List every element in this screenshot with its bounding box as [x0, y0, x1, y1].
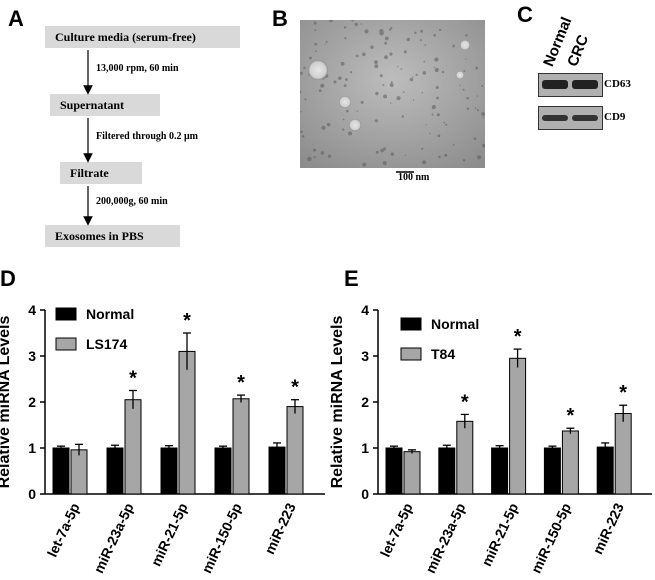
- significance-star: *: [567, 405, 575, 427]
- wb-strip-cd9: [538, 106, 603, 130]
- y-tick-label: 2: [361, 394, 369, 410]
- significance-star: *: [183, 310, 191, 332]
- y-axis-label: Relative miRNA Levels: [0, 315, 13, 488]
- bar-normal-2: [160, 447, 178, 495]
- category-label: miR-21-5p: [478, 501, 521, 569]
- bar-normal-0: [52, 447, 70, 495]
- bar-t84-0: [403, 451, 421, 495]
- wb-strip-cd63: [538, 73, 603, 97]
- legend-swatch-t84: [400, 347, 422, 361]
- em-scale-bar: [396, 171, 414, 173]
- bar-t84-3: [561, 430, 579, 495]
- flow-step-supernatant: Supernatant: [50, 94, 160, 116]
- bar-ls174-2: [178, 350, 196, 495]
- category-label: let-7a-5p: [377, 501, 416, 560]
- flow-label-centrifuge: 13,000 rpm, 60 min: [96, 63, 179, 74]
- y-tick-label: 4: [28, 302, 36, 318]
- significance-star: *: [291, 377, 299, 399]
- legend-label-t84: T84: [431, 346, 455, 362]
- significance-star: *: [461, 391, 469, 413]
- em-texture: [300, 20, 485, 168]
- category-label: miR-23a-5p: [90, 501, 136, 576]
- flow-arrows: [83, 50, 93, 226]
- y-tick-label: 4: [361, 302, 369, 318]
- bar-ls174-1: [124, 399, 142, 495]
- y-tick-label: 3: [361, 348, 369, 364]
- bar-normal-4: [596, 446, 614, 495]
- bar-chart-e: 0 1 2 3 4 Relative miRNA Levels let-7a-5p * miR-…: [329, 302, 652, 576]
- y-tick-label: 1: [361, 440, 369, 456]
- wb-band-label-cd9: CD9: [604, 111, 626, 123]
- panel-label-e: E: [344, 266, 359, 291]
- em-scale-label: 100 nm: [398, 172, 430, 183]
- panel-label-a: A: [8, 6, 24, 31]
- flow-label-ultracentrifuge: 200,000g, 60 min: [96, 196, 168, 207]
- flow-step-culture-media: Culture media (serum-free): [45, 26, 240, 48]
- legend-swatch-normal: [400, 317, 422, 331]
- flow-step-exosomes: Exosomes in PBS: [45, 225, 180, 247]
- category-label: miR-223: [261, 500, 299, 556]
- bar-normal-3: [543, 447, 561, 495]
- significance-star: *: [619, 382, 627, 404]
- panel-label-c: C: [517, 2, 533, 27]
- bar-normal-3: [214, 447, 232, 495]
- significance-star: *: [129, 368, 137, 390]
- legend-label-normal: Normal: [431, 316, 479, 332]
- wb-band-label-cd63: CD63: [604, 78, 631, 90]
- bar-chart-d: 0 1 2 3 4 Relative miRNA Levels let-7a-5p * miR-…: [0, 302, 325, 576]
- flow-step-filtrate: Filtrate: [60, 162, 142, 184]
- y-tick-label: 0: [28, 486, 36, 502]
- bar-normal-0: [385, 447, 403, 495]
- bar-normal-2: [491, 447, 509, 495]
- bar-ls174-0: [70, 449, 88, 495]
- y-tick-label: 1: [28, 440, 36, 456]
- panel-label-d: D: [0, 266, 16, 291]
- bar-ls174-4: [286, 406, 304, 495]
- legend-swatch-ls174: [55, 337, 77, 351]
- y-tick-label: 3: [28, 348, 36, 364]
- y-axis-label: Relative miRNA Levels: [329, 315, 346, 488]
- category-label: miR-223: [589, 500, 627, 556]
- bar-t84-2: [509, 357, 527, 495]
- legend-swatch-normal: [55, 307, 77, 321]
- y-tick-label: 0: [361, 486, 369, 502]
- flow-label-filter: Filtered through 0.2 μm: [96, 131, 198, 142]
- significance-star: *: [237, 372, 245, 394]
- category-label: miR-23a-5p: [422, 501, 468, 576]
- legend-label-normal: Normal: [86, 306, 134, 322]
- bar-ls174-3: [232, 398, 250, 495]
- bar-normal-4: [268, 446, 286, 495]
- bar-t84-4: [614, 413, 632, 495]
- bar-normal-1: [106, 447, 124, 495]
- significance-star: *: [514, 326, 522, 348]
- legend-label-ls174: LS174: [86, 336, 127, 352]
- category-label: miR-150-5p: [528, 501, 574, 576]
- panel-label-b: B: [272, 6, 288, 31]
- category-label: miR-21-5p: [148, 501, 191, 569]
- y-tick-label: 2: [28, 394, 36, 410]
- category-label: miR-150-5p: [198, 501, 244, 576]
- category-label: let-7a-5p: [44, 501, 83, 560]
- bar-t84-1: [456, 420, 474, 495]
- em-micrograph: [300, 20, 485, 168]
- bar-normal-1: [438, 447, 456, 495]
